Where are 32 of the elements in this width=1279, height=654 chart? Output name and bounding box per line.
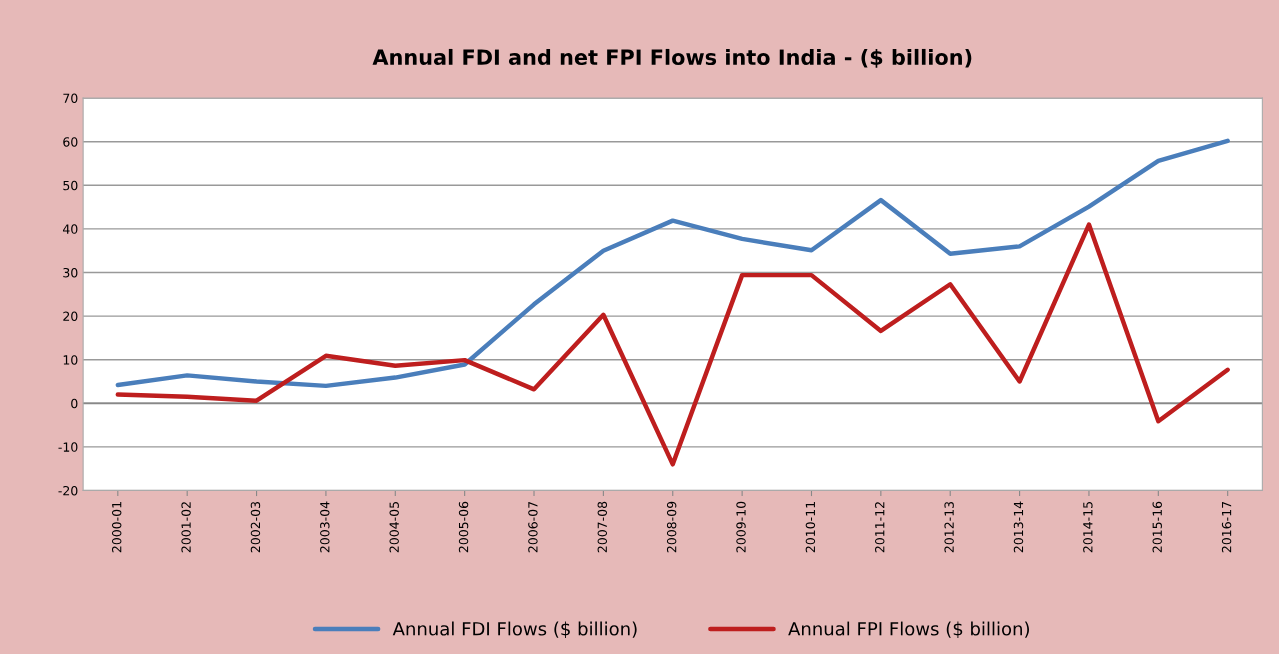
x-tick-label: 2013-14: [1013, 501, 1024, 553]
y-tick-label: 60: [63, 137, 78, 147]
x-tick-label: 2003-04: [320, 501, 330, 553]
y-tick-label: 50: [63, 180, 78, 191]
legend-label: Annual FDI Flows ($ billion): [392, 621, 637, 638]
x-tick-label: 2002-03: [250, 501, 261, 553]
y-tick-label: -20: [58, 485, 78, 496]
x-tick-label: 2000-01: [111, 502, 122, 553]
x-tick-label: 2008-09: [666, 501, 677, 553]
x-tick-label: 2007-08: [597, 501, 608, 553]
x-tick-label: 2009-10: [736, 501, 746, 553]
x-tick-label: 2015-16: [1152, 501, 1162, 553]
y-tick-label: 20: [63, 311, 78, 322]
x-tick-label: 2012-13: [944, 501, 954, 553]
x-tick-label: 2004-05: [389, 502, 399, 553]
y-tick-label: 0: [71, 398, 78, 409]
x-tick-label: 2016-17: [1221, 501, 1232, 553]
x-tick-label: 2011-12: [875, 502, 885, 553]
legend-label: Annual FPI Flows ($ billion): [788, 621, 1029, 638]
x-tick-label: 2014-15: [1083, 502, 1093, 553]
x-tick-label: 2001-02: [181, 502, 191, 553]
y-tick-label: 10: [63, 355, 78, 365]
line-series: [115, 138, 1230, 389]
x-tick-label: 2010-11: [805, 502, 816, 553]
chart-title: Annual FDI and net FPI Flows into India - ($ billion): [372, 48, 972, 68]
y-tick-label: 30: [63, 267, 78, 278]
y-tick-label: 40: [62, 224, 78, 234]
y-tick-label: -10: [58, 442, 78, 452]
x-tick-label: 2005-06: [458, 501, 469, 553]
x-tick-label: 2006-07: [528, 501, 538, 553]
line-series: [115, 222, 1230, 467]
y-tick-label: 70: [63, 93, 78, 104]
